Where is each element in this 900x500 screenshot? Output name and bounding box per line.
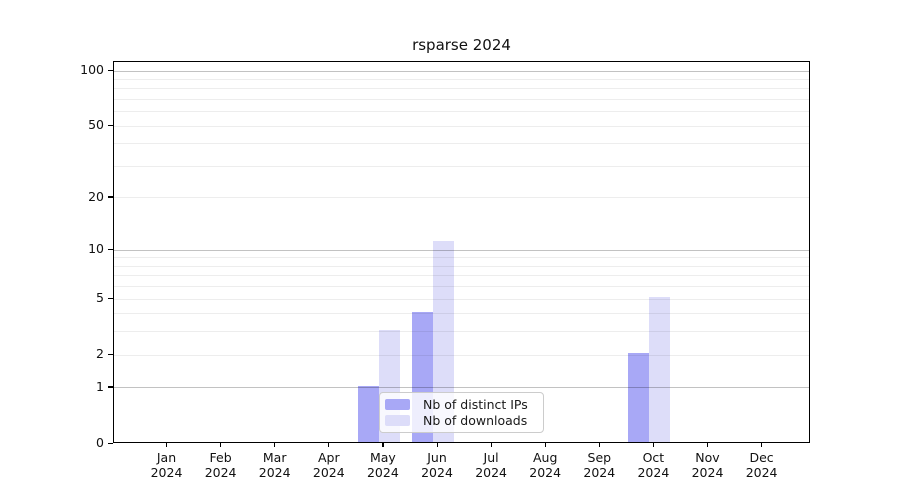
x-tick-month: May <box>369 450 396 465</box>
legend-swatch-distinct-ips <box>385 398 410 410</box>
minor-gridline <box>114 165 809 167</box>
y-axis-tick <box>108 442 113 444</box>
x-tick-month: Dec <box>749 450 774 465</box>
major-gridline <box>114 70 809 72</box>
minor-gridline <box>114 275 809 277</box>
x-axis-tick-label: May 2024 <box>353 450 413 480</box>
x-axis-tick <box>274 443 276 447</box>
minor-gridline <box>114 125 809 127</box>
x-tick-month: Nov <box>695 450 720 465</box>
plot-area <box>113 61 810 443</box>
y-axis-tick-label: 2 <box>96 346 104 362</box>
minor-gridline <box>114 286 809 288</box>
minor-gridline <box>114 143 809 145</box>
x-axis-tick <box>652 443 655 447</box>
x-axis-tick-label: Jan 2024 <box>137 450 197 480</box>
x-axis-tick <box>598 443 600 447</box>
chart-title: rsparse 2024 <box>412 36 511 54</box>
major-gridline <box>114 387 809 389</box>
x-tick-month: Oct <box>642 450 665 465</box>
x-tick-year: 2024 <box>475 465 507 480</box>
x-tick-month: Apr <box>317 450 340 465</box>
x-tick-year: 2024 <box>150 465 183 480</box>
x-axis-tick-label: Nov 2024 <box>678 450 738 480</box>
x-axis-tick-label: Mar 2024 <box>245 450 305 480</box>
x-axis-tick <box>220 443 222 447</box>
x-tick-month: Sep <box>587 450 612 465</box>
x-axis-tick-label: Sep 2024 <box>569 450 629 480</box>
y-axis-tick-label: 1 <box>96 378 104 394</box>
minor-gridline <box>114 78 809 80</box>
y-axis-tick-label: 20 <box>88 188 104 204</box>
legend-label-distinct-ips: Nb of distinct IPs <box>423 396 528 412</box>
minor-gridline <box>114 331 809 333</box>
y-axis-tick <box>108 248 113 250</box>
legend-item-downloads: Nb of downloads <box>385 413 537 430</box>
minor-gridline <box>114 257 809 259</box>
y-axis-tick <box>108 386 113 388</box>
x-axis-tick-label: Aug 2024 <box>515 450 575 480</box>
y-axis-tick-label: 10 <box>88 241 104 257</box>
y-axis-tick <box>108 353 113 355</box>
bar-distinct-ips <box>628 353 650 442</box>
x-axis-tick <box>382 443 384 447</box>
legend-item-distinct-ips: Nb of distinct IPs <box>385 396 537 413</box>
x-axis-tick-label: Feb 2024 <box>191 450 251 480</box>
minor-gridline <box>114 265 809 267</box>
x-tick-year: 2024 <box>204 465 237 480</box>
legend-swatch-downloads <box>385 415 410 427</box>
y-axis-tick <box>108 196 113 198</box>
x-axis-tick <box>490 443 492 447</box>
x-axis-tick-label: Dec 2024 <box>732 450 792 480</box>
minor-gridline <box>114 313 809 315</box>
x-axis-tick <box>761 443 763 447</box>
x-axis-tick <box>544 443 546 447</box>
x-tick-year: 2024 <box>258 465 291 480</box>
bar-distinct-ips <box>357 385 379 442</box>
x-axis-tick <box>436 443 438 447</box>
y-axis-tick <box>108 69 113 71</box>
minor-gridline <box>114 354 809 356</box>
x-axis-tick <box>328 443 330 447</box>
x-tick-year: 2024 <box>583 465 616 480</box>
x-tick-year: 2024 <box>745 465 778 480</box>
x-tick-month: Jul <box>483 450 499 465</box>
x-axis-tick-label: Oct 2024 <box>623 450 683 480</box>
minor-gridline <box>114 88 809 90</box>
minor-gridline <box>114 111 809 113</box>
x-tick-year: 2024 <box>421 465 453 480</box>
bar-downloads <box>649 297 671 442</box>
x-tick-month: Aug <box>532 450 558 465</box>
y-axis-tick <box>108 124 113 126</box>
x-axis-tick-label: Jun 2024 <box>407 450 467 480</box>
x-tick-year: 2024 <box>366 465 399 480</box>
minor-gridline <box>114 197 809 199</box>
x-tick-year: 2024 <box>312 465 345 480</box>
bar-downloads <box>433 241 454 442</box>
legend-label-downloads: Nb of downloads <box>423 413 528 429</box>
x-tick-month: Feb <box>209 450 232 465</box>
x-axis-tick-label: Jul 2024 <box>461 450 521 480</box>
x-axis-tick-label: Apr 2024 <box>299 450 359 480</box>
x-tick-month: Jun <box>427 450 447 465</box>
x-axis-tick <box>707 443 709 447</box>
x-tick-year: 2024 <box>691 465 724 480</box>
major-gridline <box>114 249 809 251</box>
y-axis-tick-label: 5 <box>96 290 104 306</box>
y-axis-tick-label: 50 <box>88 117 104 133</box>
x-tick-year: 2024 <box>637 465 670 480</box>
minor-gridline <box>114 298 809 300</box>
minor-gridline <box>114 98 809 100</box>
x-tick-month: Jan <box>156 450 177 465</box>
y-axis-tick <box>108 297 113 299</box>
y-axis-tick-label: 100 <box>80 62 104 77</box>
legend: Nb of distinct IPs Nb of downloads <box>379 392 544 433</box>
y-axis-tick-label: 0 <box>96 435 104 450</box>
x-tick-month: Mar <box>262 450 287 465</box>
x-tick-year: 2024 <box>529 465 562 480</box>
x-axis-tick <box>166 443 168 447</box>
